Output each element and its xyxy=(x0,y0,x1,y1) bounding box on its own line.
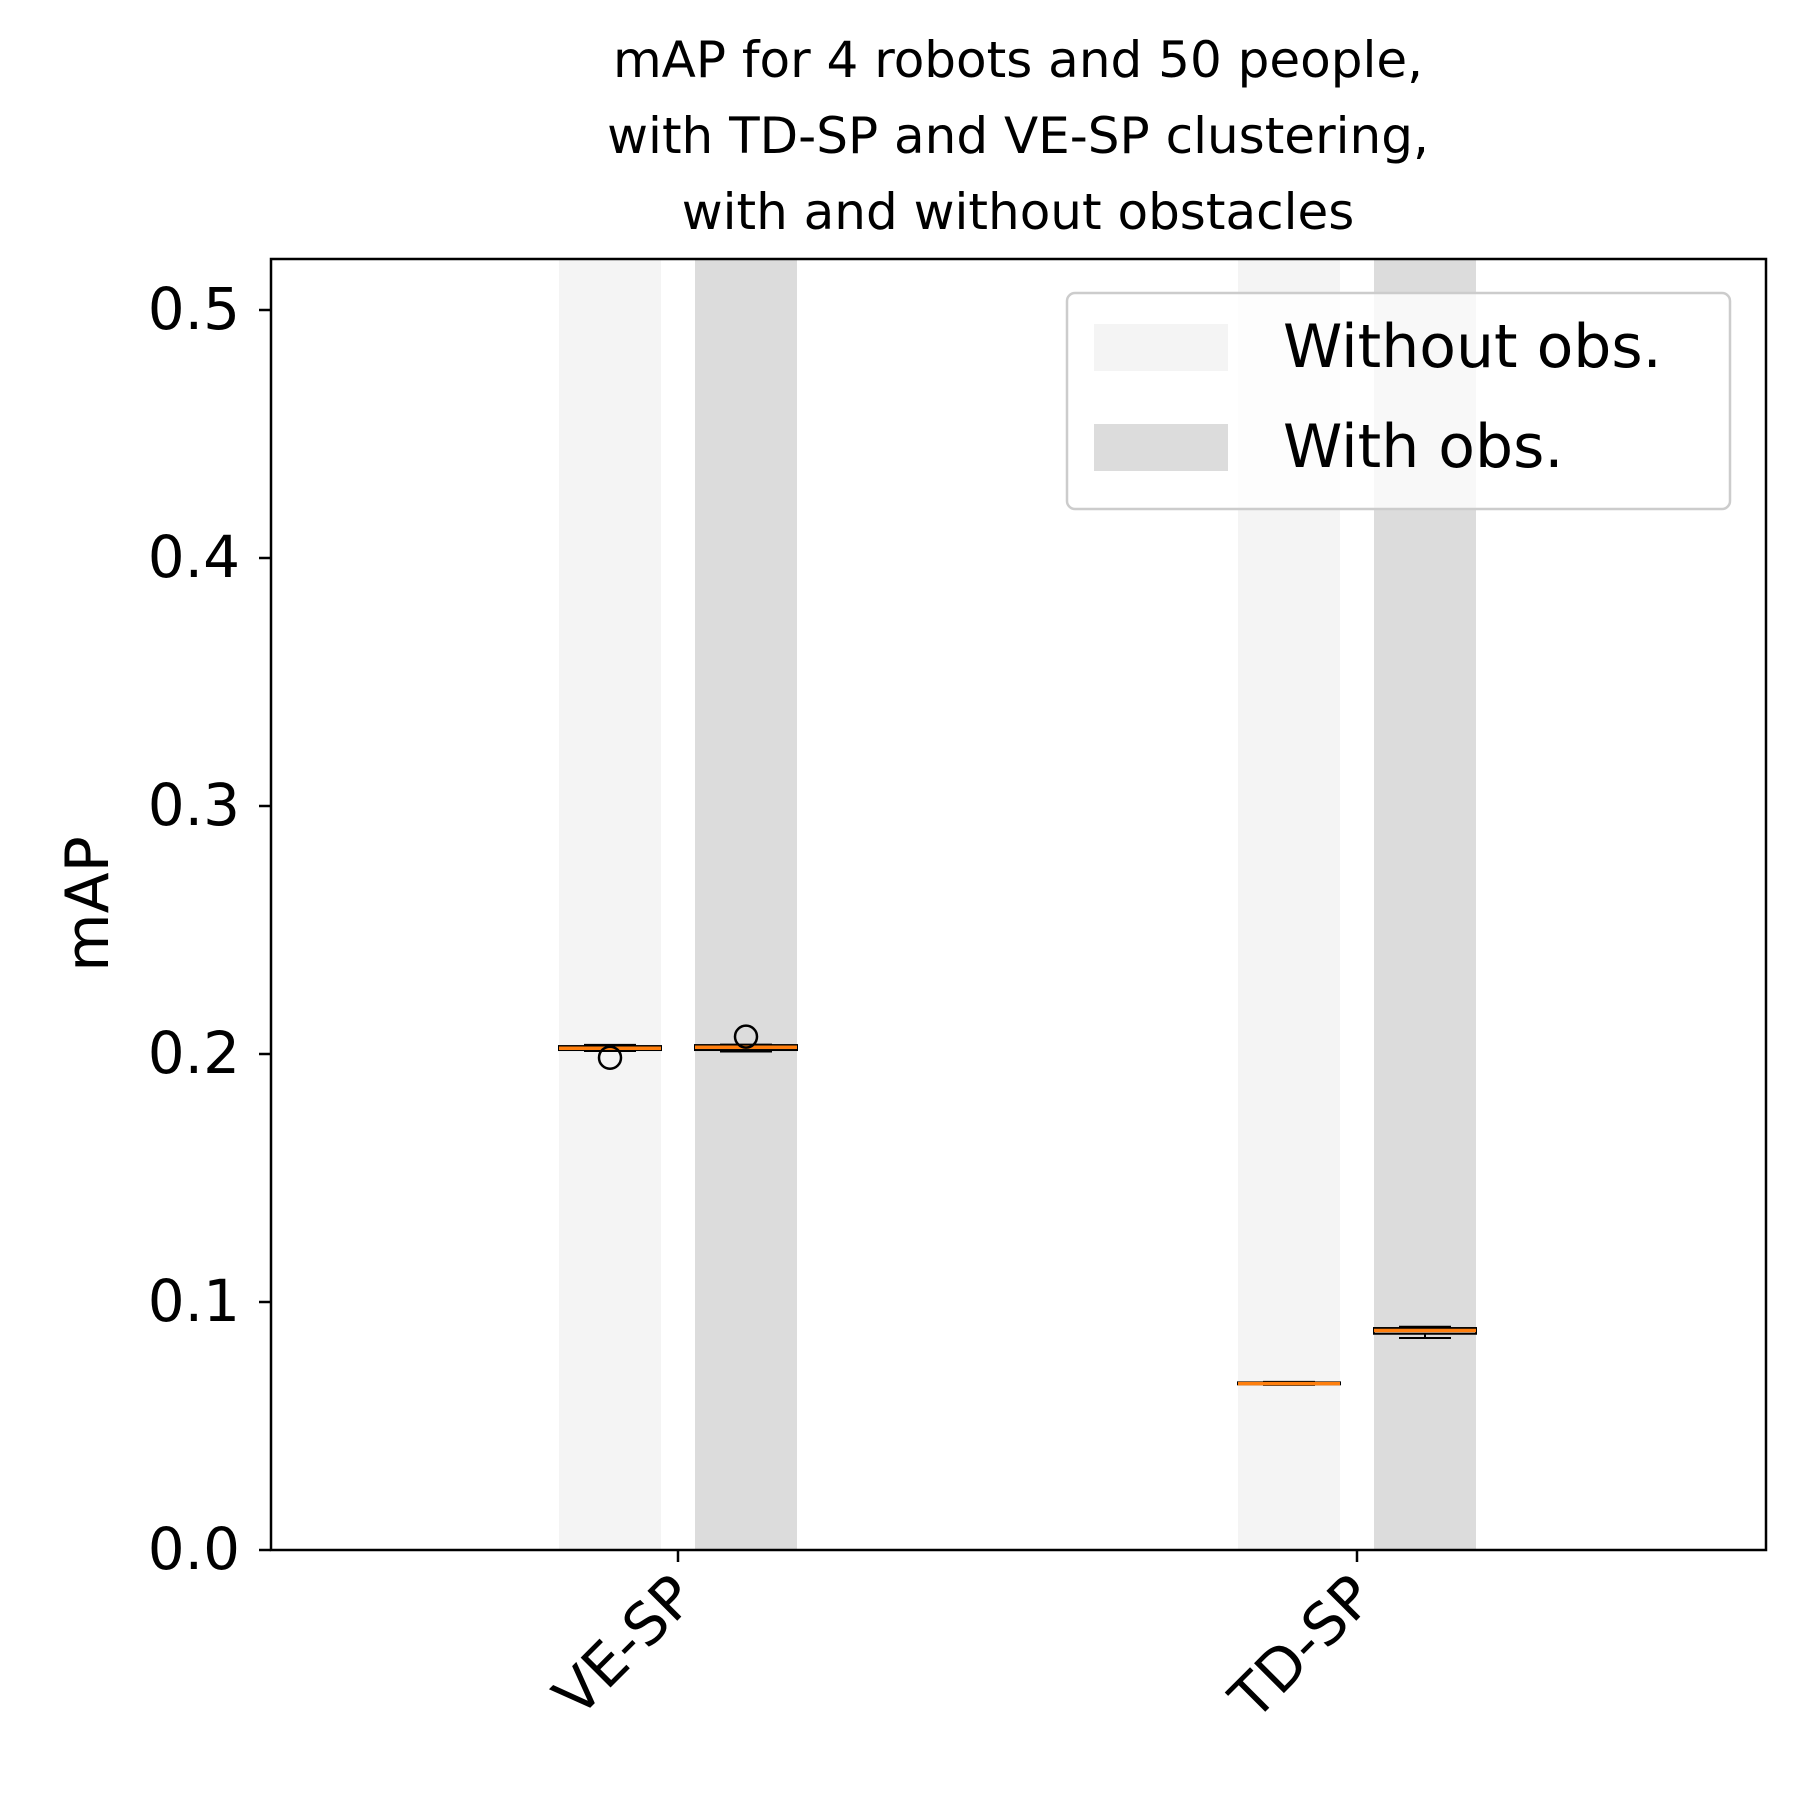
legend-label-without-obs: Without obs. xyxy=(1283,312,1662,382)
band-ve-sp-without-obs xyxy=(559,259,661,1550)
x-tick-label-td-sp: TD-SP xyxy=(1216,1562,1387,1733)
band-ve-sp-with-obs xyxy=(695,259,797,1550)
y-tick-label-0.3: 0.3 xyxy=(148,771,240,839)
legend-frame xyxy=(1065,291,1732,511)
x-axis: VE-SP TD-SP xyxy=(540,1550,1387,1733)
legend-swatch-without-obs xyxy=(1094,324,1228,371)
x-tick-label-ve-sp: VE-SP xyxy=(540,1562,708,1730)
y-tick-label-0.1: 0.1 xyxy=(148,1267,240,1335)
chart-title: mAP for 4 robots and 50 people, with TD-… xyxy=(607,31,1429,241)
outlier-ve-sp-without-obs-0 xyxy=(597,1045,623,1070)
chart-title-line-1: mAP for 4 robots and 50 people, xyxy=(613,31,1423,89)
chart-title-line-3: with and without obstacles xyxy=(682,183,1355,241)
legend-swatch-with-obs xyxy=(1094,424,1228,471)
y-axis-label: mAP xyxy=(53,836,123,972)
y-axis: 0.0 0.1 0.2 0.3 0.4 0.5 xyxy=(148,275,271,1583)
y-tick-label-0.0: 0.0 xyxy=(148,1515,240,1583)
box-plots xyxy=(558,1024,1477,1386)
legend-label-with-obs: With obs. xyxy=(1283,412,1563,482)
outlier-ve-sp-with-obs-0 xyxy=(733,1024,759,1049)
legend: Without obs. With obs. xyxy=(1065,291,1732,511)
y-tick-label-0.2: 0.2 xyxy=(148,1019,240,1087)
chart-title-line-2: with TD-SP and VE-SP clustering, xyxy=(607,107,1429,165)
plot-frame xyxy=(269,257,1768,1552)
y-tick-label-0.5: 0.5 xyxy=(148,275,240,343)
y-tick-label-0.4: 0.4 xyxy=(148,523,240,591)
